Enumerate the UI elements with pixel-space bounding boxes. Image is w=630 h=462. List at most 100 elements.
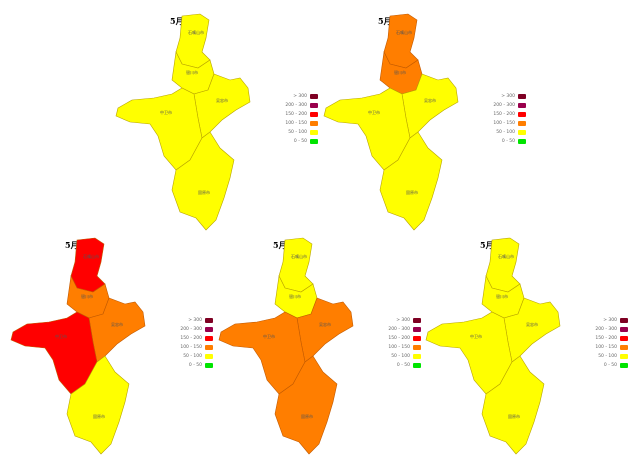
legend-item: 150 - 200 <box>258 110 318 119</box>
legend-label: 150 - 200 <box>493 112 515 117</box>
legend-label: 0 - 50 <box>293 139 307 144</box>
legend-swatch <box>620 336 628 341</box>
legend-swatch <box>413 327 421 332</box>
legend-item: 150 - 200 <box>361 334 421 343</box>
legend-swatch <box>620 363 628 368</box>
city-label-yinchuan: 银川市 <box>186 69 198 75</box>
legend-label: 50 - 100 <box>598 354 617 359</box>
city-label-wuzhong: 吴忠市 <box>424 97 436 103</box>
legend-label: 100 - 150 <box>595 345 617 350</box>
aqi-legend: > 300 200 - 300 150 - 200 100 - 150 50 - 100… <box>258 92 318 146</box>
legend-label: > 300 <box>501 94 515 99</box>
region-zhongwei <box>425 311 513 395</box>
region-guyuan <box>379 131 443 231</box>
region-zhongwei <box>218 311 306 395</box>
legend-swatch <box>518 103 526 108</box>
legend-swatch <box>518 94 526 99</box>
legend-label: 100 - 150 <box>285 121 307 126</box>
legend-swatch <box>310 94 318 99</box>
legend-label: 200 - 300 <box>595 327 617 332</box>
legend-swatch <box>413 363 421 368</box>
city-label-zhongwei: 中卫市 <box>160 109 172 115</box>
legend-label: 150 - 200 <box>180 336 202 341</box>
legend-label: 100 - 150 <box>180 345 202 350</box>
legend-item: 0 - 50 <box>466 137 526 146</box>
legend-label: 200 - 300 <box>285 103 307 108</box>
legend-item: 50 - 100 <box>153 352 213 361</box>
region-guyuan <box>171 131 235 231</box>
legend-label: > 300 <box>293 94 307 99</box>
city-label-wuzhong: 吴忠市 <box>319 321 331 327</box>
region-zhongwei <box>323 87 411 171</box>
city-label-shizuishan: 石嘴山市 <box>291 253 307 259</box>
legend-swatch <box>310 112 318 117</box>
legend-swatch <box>205 363 213 368</box>
legend-swatch <box>620 354 628 359</box>
legend-item: 100 - 150 <box>153 343 213 352</box>
city-label-yinchuan: 银川市 <box>394 69 406 75</box>
legend-item: 0 - 50 <box>258 137 318 146</box>
legend-item: > 300 <box>568 316 628 325</box>
legend-swatch <box>205 318 213 323</box>
legend-label: 100 - 150 <box>388 345 410 350</box>
aqi-legend: > 300 200 - 300 150 - 200 100 - 150 50 - 100… <box>153 316 213 370</box>
legend-item: > 300 <box>258 92 318 101</box>
aqi-legend: > 300 200 - 300 150 - 200 100 - 150 50 - 100… <box>466 92 526 146</box>
city-label-shizuishan: 石嘴山市 <box>188 29 204 35</box>
legend-label: > 300 <box>396 318 410 323</box>
region-zhongwei <box>115 87 203 171</box>
city-label-shizuishan: 石嘴山市 <box>498 253 514 259</box>
legend-label: 150 - 200 <box>285 112 307 117</box>
region-guyuan <box>66 355 130 455</box>
aqi-legend: > 300 200 - 300 150 - 200 100 - 150 50 - 100… <box>361 316 421 370</box>
legend-swatch <box>310 121 318 126</box>
legend-swatch <box>620 327 628 332</box>
legend-label: 0 - 50 <box>396 363 410 368</box>
legend-swatch <box>205 327 213 332</box>
legend-swatch <box>205 336 213 341</box>
legend-swatch <box>413 318 421 323</box>
legend-swatch <box>620 318 628 323</box>
legend-item: 100 - 150 <box>258 119 318 128</box>
legend-item: 150 - 200 <box>153 334 213 343</box>
legend-swatch <box>413 336 421 341</box>
region-shizuishan <box>383 13 419 69</box>
city-label-zhongwei: 中卫市 <box>263 333 275 339</box>
region-guyuan <box>274 355 338 455</box>
city-label-yinchuan: 银川市 <box>289 293 301 299</box>
city-label-zhongwei: 中卫市 <box>368 109 380 115</box>
legend-swatch <box>413 354 421 359</box>
legend-swatch <box>310 130 318 135</box>
legend-label: 150 - 200 <box>388 336 410 341</box>
legend-item: 0 - 50 <box>568 361 628 370</box>
legend-label: 150 - 200 <box>595 336 617 341</box>
legend-swatch <box>620 345 628 350</box>
city-label-yinchuan: 银川市 <box>81 293 93 299</box>
city-label-wuzhong: 吴忠市 <box>526 321 538 327</box>
legend-item: 200 - 300 <box>466 101 526 110</box>
legend-item: > 300 <box>361 316 421 325</box>
legend-label: 50 - 100 <box>391 354 410 359</box>
city-label-guyuan: 固原市 <box>508 413 520 419</box>
city-label-shizuishan: 石嘴山市 <box>396 29 412 35</box>
legend-swatch <box>413 345 421 350</box>
region-shizuishan <box>278 237 314 293</box>
legend-item: 200 - 300 <box>568 325 628 334</box>
city-label-guyuan: 固原市 <box>198 189 210 195</box>
region-shizuishan <box>175 13 211 69</box>
legend-item: 0 - 50 <box>361 361 421 370</box>
region-shizuishan <box>485 237 521 293</box>
legend-item: 200 - 300 <box>258 101 318 110</box>
legend-swatch <box>310 103 318 108</box>
city-label-yinchuan: 银川市 <box>496 293 508 299</box>
region-guyuan <box>481 355 545 455</box>
legend-item: 100 - 150 <box>568 343 628 352</box>
city-label-zhongwei: 中卫市 <box>470 333 482 339</box>
